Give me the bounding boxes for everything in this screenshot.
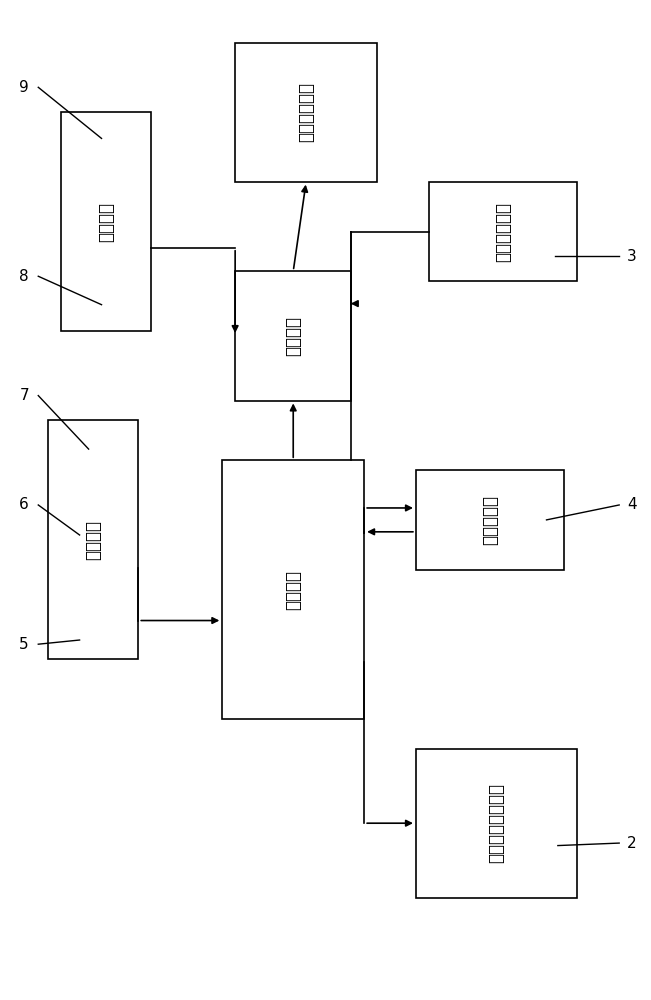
Text: 7: 7 [20, 388, 29, 403]
Text: 控制电源: 控制电源 [84, 520, 102, 560]
FancyBboxPatch shape [235, 271, 352, 401]
FancyBboxPatch shape [416, 470, 564, 570]
FancyBboxPatch shape [222, 460, 364, 719]
FancyBboxPatch shape [429, 182, 577, 281]
Text: 2: 2 [628, 836, 637, 851]
FancyBboxPatch shape [48, 420, 138, 659]
Text: 9: 9 [19, 80, 29, 95]
FancyBboxPatch shape [416, 749, 577, 898]
Text: 8: 8 [20, 269, 29, 284]
Text: 光纤接口指示灯组: 光纤接口指示灯组 [488, 783, 506, 863]
Text: 光路切换模块: 光路切换模块 [297, 82, 315, 142]
Text: 按鈕切换开关: 按鈕切换开关 [494, 202, 512, 261]
Text: 状态指示灯: 状态指示灯 [481, 495, 499, 545]
FancyBboxPatch shape [61, 112, 151, 331]
Text: 6: 6 [19, 497, 29, 512]
FancyBboxPatch shape [235, 43, 377, 182]
Text: 驱动模块: 驱动模块 [284, 316, 302, 356]
Text: 控制模块: 控制模块 [284, 569, 302, 609]
Text: 驱动电源: 驱动电源 [97, 202, 115, 242]
Text: 4: 4 [628, 497, 637, 512]
Text: 3: 3 [627, 249, 637, 264]
Text: 5: 5 [20, 637, 29, 652]
